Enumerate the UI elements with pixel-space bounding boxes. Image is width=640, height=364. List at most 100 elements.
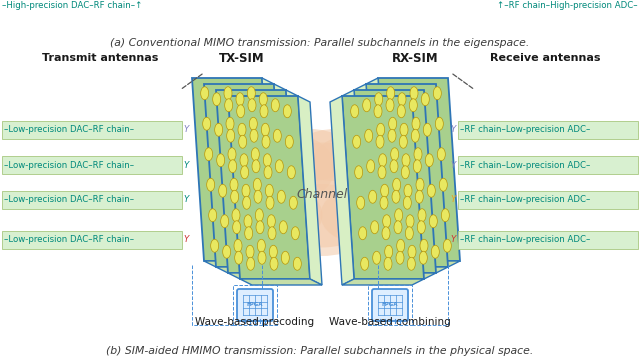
Ellipse shape: [379, 154, 387, 167]
Ellipse shape: [410, 87, 418, 100]
Ellipse shape: [388, 129, 396, 142]
Polygon shape: [286, 90, 310, 279]
FancyBboxPatch shape: [458, 121, 638, 139]
Polygon shape: [354, 90, 436, 273]
Ellipse shape: [273, 129, 282, 142]
Polygon shape: [366, 267, 448, 273]
Ellipse shape: [227, 129, 235, 142]
Polygon shape: [342, 96, 424, 279]
Text: (a) Conventional MIMO transmission: Parallel subchannels in the eigenspace.: (a) Conventional MIMO transmission: Para…: [110, 38, 530, 48]
Ellipse shape: [254, 190, 262, 203]
FancyBboxPatch shape: [2, 156, 182, 174]
Polygon shape: [354, 273, 436, 279]
Ellipse shape: [433, 87, 442, 100]
Ellipse shape: [358, 227, 367, 240]
Ellipse shape: [383, 215, 390, 228]
Text: –Low-precision DAC–RF chain–: –Low-precision DAC–RF chain–: [4, 195, 134, 205]
Polygon shape: [228, 96, 310, 279]
Ellipse shape: [246, 257, 255, 270]
Ellipse shape: [257, 239, 266, 252]
Ellipse shape: [412, 129, 419, 142]
Ellipse shape: [239, 135, 246, 148]
FancyBboxPatch shape: [2, 231, 182, 249]
Polygon shape: [228, 273, 310, 279]
Ellipse shape: [259, 93, 268, 106]
Ellipse shape: [351, 105, 358, 118]
Ellipse shape: [403, 196, 412, 209]
Ellipse shape: [414, 148, 422, 161]
Ellipse shape: [418, 209, 426, 222]
Ellipse shape: [380, 196, 388, 209]
Ellipse shape: [419, 251, 428, 264]
Ellipse shape: [262, 135, 270, 148]
Ellipse shape: [257, 142, 387, 248]
Polygon shape: [366, 78, 390, 267]
Text: Transmit antennas: Transmit antennas: [42, 53, 158, 63]
Polygon shape: [366, 84, 448, 267]
Ellipse shape: [401, 166, 410, 179]
Ellipse shape: [356, 196, 365, 209]
Ellipse shape: [396, 251, 404, 264]
Ellipse shape: [250, 117, 257, 130]
Text: –Low-precision DAC–RF chain–: –Low-precision DAC–RF chain–: [4, 236, 134, 245]
Ellipse shape: [209, 209, 217, 222]
Ellipse shape: [203, 117, 211, 130]
Ellipse shape: [372, 251, 381, 264]
Ellipse shape: [353, 135, 361, 148]
Ellipse shape: [250, 129, 258, 142]
Ellipse shape: [224, 87, 232, 100]
Ellipse shape: [243, 196, 251, 209]
Text: Wave-based combining: Wave-based combining: [329, 317, 451, 327]
Text: –RF chain–Low-precision ADC–: –RF chain–Low-precision ADC–: [460, 236, 590, 245]
Polygon shape: [216, 267, 298, 273]
Ellipse shape: [244, 227, 253, 240]
Text: Y: Y: [451, 161, 456, 170]
Ellipse shape: [388, 117, 397, 130]
Ellipse shape: [321, 187, 396, 242]
Ellipse shape: [390, 160, 398, 173]
Text: FPGA: FPGA: [247, 302, 263, 308]
Ellipse shape: [412, 117, 420, 130]
Ellipse shape: [217, 154, 225, 167]
Ellipse shape: [233, 221, 241, 234]
Ellipse shape: [371, 221, 379, 234]
Polygon shape: [240, 279, 322, 285]
Ellipse shape: [291, 227, 300, 240]
Ellipse shape: [437, 148, 445, 161]
Ellipse shape: [201, 87, 209, 100]
Text: Wave-based precoding: Wave-based precoding: [195, 317, 315, 327]
Polygon shape: [262, 78, 286, 267]
Ellipse shape: [234, 239, 242, 252]
Ellipse shape: [242, 184, 250, 197]
Ellipse shape: [431, 245, 439, 258]
Ellipse shape: [225, 99, 233, 112]
Ellipse shape: [410, 99, 417, 112]
Ellipse shape: [232, 209, 240, 222]
Text: –Low-precision DAC–RF chain–: –Low-precision DAC–RF chain–: [4, 161, 134, 170]
Ellipse shape: [228, 148, 236, 161]
Ellipse shape: [284, 105, 291, 118]
Text: Channel: Channel: [296, 189, 348, 202]
Ellipse shape: [287, 166, 295, 179]
Text: ↑–RF chain–High-precision ADC–: ↑–RF chain–High-precision ADC–: [497, 0, 638, 9]
Ellipse shape: [277, 190, 285, 203]
Ellipse shape: [400, 123, 408, 136]
Ellipse shape: [386, 99, 394, 112]
Ellipse shape: [247, 87, 255, 100]
Ellipse shape: [397, 239, 404, 252]
Ellipse shape: [226, 117, 234, 130]
Ellipse shape: [394, 221, 402, 234]
Text: –High-precision DAC–RF chain–↑: –High-precision DAC–RF chain–↑: [2, 0, 142, 9]
Ellipse shape: [268, 215, 275, 228]
FancyBboxPatch shape: [237, 289, 273, 321]
Ellipse shape: [228, 160, 237, 173]
Ellipse shape: [221, 215, 228, 228]
Ellipse shape: [355, 166, 363, 179]
Polygon shape: [354, 84, 378, 273]
Text: RX-SIM: RX-SIM: [392, 51, 438, 64]
Ellipse shape: [205, 148, 212, 161]
Polygon shape: [298, 96, 322, 285]
Ellipse shape: [248, 99, 256, 112]
FancyBboxPatch shape: [458, 231, 638, 249]
Text: Y: Y: [183, 161, 188, 170]
